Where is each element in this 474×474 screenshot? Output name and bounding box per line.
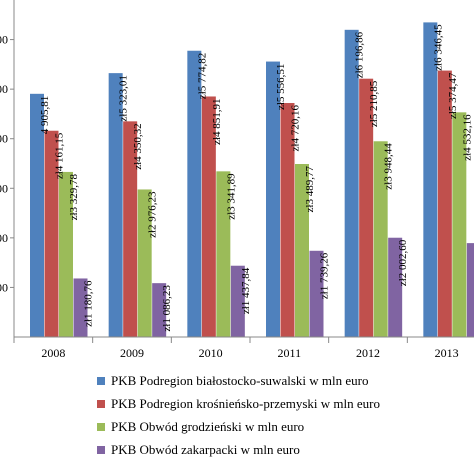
bar: [201, 96, 216, 337]
data-label: zł2 002,60: [397, 239, 409, 286]
data-label: zł1 086,23: [161, 285, 173, 332]
bar: [437, 70, 452, 338]
legend-swatch: [97, 423, 105, 431]
bar: [123, 121, 138, 337]
legend-label: PKB Podregion krośnieńsko-przemyski w ml…: [111, 396, 380, 411]
y-tick-label: 3000: [0, 181, 8, 195]
data-label: zł3 489,77: [304, 166, 316, 213]
data-label: zł4 851,91: [211, 98, 223, 144]
legend-label: PKB Obwód grodzieński w mln euro: [111, 419, 304, 434]
bars: [30, 22, 474, 338]
bar: [344, 29, 359, 337]
bar: [44, 130, 59, 337]
x-tick-label: 2012: [356, 346, 380, 360]
bar: [359, 78, 374, 337]
data-label: zł6 196,86: [354, 31, 366, 78]
data-label: zł1 739,26: [319, 252, 331, 299]
y-tick-label: 2000: [0, 231, 8, 245]
bar: [423, 22, 438, 338]
bar: [230, 265, 245, 337]
data-label: zł1 180,76: [83, 280, 95, 327]
bar: [30, 93, 44, 338]
bar: [137, 189, 152, 337]
bar: [309, 250, 324, 337]
legend-swatch: [97, 446, 105, 454]
bar: [373, 141, 388, 337]
bar: [388, 237, 403, 337]
legend-label: PKB Podregion białostocko-suwalski w mln…: [111, 373, 368, 388]
data-label: zł4 161,15: [54, 132, 66, 179]
bar: [73, 278, 88, 337]
legend-swatch: [97, 400, 105, 408]
bar: [295, 164, 309, 337]
x-tick-label: 2013: [435, 346, 459, 360]
data-label: zł4 350,32: [132, 123, 144, 169]
bar: [266, 61, 280, 338]
y-axis: 1000200030004000500060007000: [0, 0, 15, 337]
data-label: zł6 346,45: [432, 24, 444, 71]
x-tick-label: 2010: [199, 346, 223, 360]
data-label: zł5 556,51: [275, 64, 287, 110]
data-label: zł5 374,47: [447, 72, 459, 119]
x-axis: 2008 2009 2010 2011 2012 2013: [13, 336, 474, 360]
bar: [466, 243, 474, 337]
data-label: zł5 774,82: [196, 53, 208, 99]
x-tick-label: 2011: [278, 346, 302, 360]
y-tick-label: 1000: [0, 280, 8, 294]
y-tick-label: 4000: [0, 132, 8, 146]
bar: [152, 283, 167, 337]
data-label: zł1 437,84: [240, 267, 252, 314]
legend-swatch: [97, 377, 105, 385]
x-tick-label: 2008: [41, 346, 65, 360]
data-label: zł2 976,23: [147, 191, 159, 238]
bar: [452, 112, 467, 337]
data-label: zł5 210,85: [368, 80, 380, 127]
bar: [280, 103, 295, 337]
bar: [216, 171, 231, 337]
x-tick-label: 2009: [120, 346, 144, 360]
data-label: 4 905,81: [39, 96, 51, 134]
y-tick-label: 6000: [0, 33, 8, 47]
bar: [187, 50, 202, 338]
y-tick-label: 5000: [0, 82, 8, 96]
bar: [59, 171, 73, 337]
data-label: zł3 341,89: [225, 173, 237, 220]
legend-label: PKB Obwód zakarpacki w mln euro: [111, 442, 300, 457]
data-label: zł4 720,16: [290, 105, 302, 152]
data-label: zł3 948,44: [383, 143, 395, 190]
data-label: zł3 329,78: [68, 173, 80, 220]
data-label: zł5 323,01: [118, 75, 130, 121]
legend: PKB Podregion białostocko-suwalski w mln…: [97, 373, 380, 457]
bar: [108, 73, 123, 337]
data-label: zł4 532,16: [461, 114, 473, 161]
